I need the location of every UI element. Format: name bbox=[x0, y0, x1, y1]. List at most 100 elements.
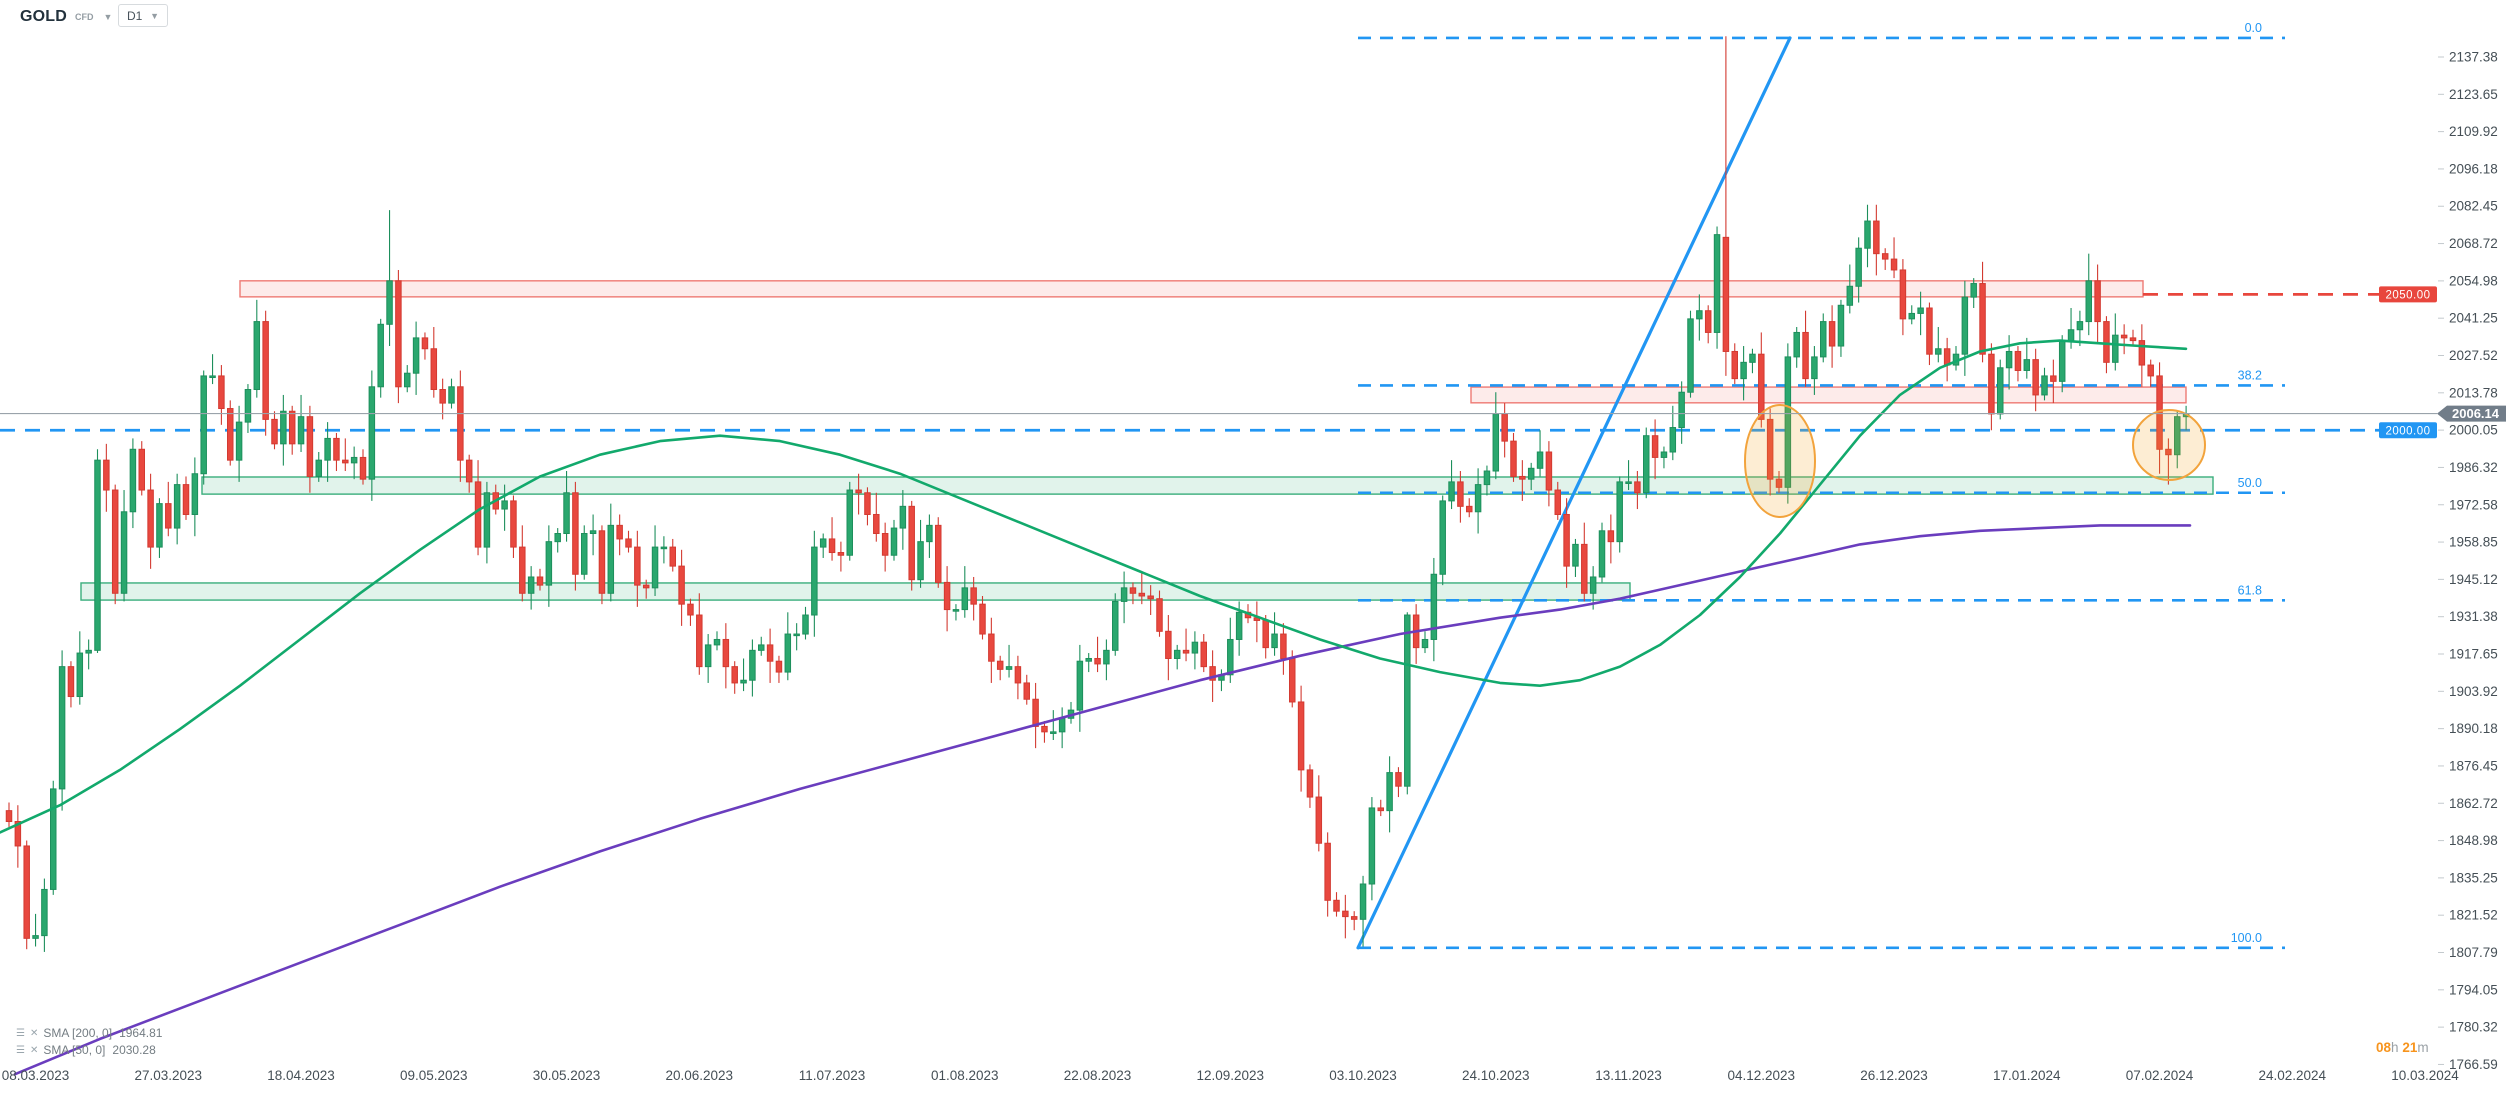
candle-up[interactable] bbox=[32, 935, 39, 939]
candle-down[interactable] bbox=[873, 513, 880, 535]
candle-up[interactable] bbox=[404, 372, 411, 388]
fibonacci-retracement[interactable]: 0.0 38.2 50.0 61.8 100.0 bbox=[1358, 21, 2285, 950]
candle-up[interactable] bbox=[554, 533, 561, 543]
candle-down[interactable] bbox=[766, 644, 774, 662]
candle-up[interactable] bbox=[1536, 451, 1544, 469]
candle-down[interactable] bbox=[1138, 592, 1146, 597]
candle-down[interactable] bbox=[421, 337, 429, 350]
candle-up[interactable] bbox=[1784, 356, 1792, 488]
candle-down[interactable] bbox=[881, 533, 889, 556]
candle-down[interactable] bbox=[1890, 258, 1898, 271]
candle-up[interactable] bbox=[2085, 280, 2092, 323]
candle-up[interactable] bbox=[926, 524, 933, 543]
candle-down[interactable] bbox=[1094, 657, 1101, 665]
candle-up[interactable] bbox=[1359, 883, 1367, 920]
candle-down[interactable] bbox=[2120, 334, 2128, 339]
support-zone-1941[interactable] bbox=[80, 582, 1631, 601]
candle-up[interactable] bbox=[1235, 611, 1243, 640]
candle-down[interactable] bbox=[359, 456, 367, 480]
candle-down[interactable] bbox=[2103, 321, 2110, 363]
candle-up[interactable] bbox=[315, 459, 322, 477]
supply-demand-zones[interactable] bbox=[80, 280, 2214, 601]
candle-down[interactable] bbox=[970, 587, 977, 605]
candle-up[interactable] bbox=[660, 546, 668, 550]
candle-down[interactable] bbox=[943, 581, 951, 611]
candle-down[interactable] bbox=[23, 845, 30, 939]
candle-down[interactable] bbox=[1651, 435, 1659, 458]
candle-down[interactable] bbox=[572, 492, 579, 575]
candle-up[interactable] bbox=[1430, 573, 1438, 640]
candle-up[interactable] bbox=[120, 511, 128, 594]
candle-down[interactable] bbox=[1280, 633, 1287, 659]
candle-down[interactable] bbox=[271, 418, 278, 445]
candle-down[interactable] bbox=[1766, 418, 1774, 480]
candle-up[interactable] bbox=[173, 484, 181, 529]
candle-up[interactable] bbox=[1191, 641, 1199, 654]
candle-up[interactable] bbox=[713, 638, 721, 646]
candle-down[interactable] bbox=[1023, 682, 1030, 700]
candle-down[interactable] bbox=[1554, 489, 1561, 515]
candle-down[interactable] bbox=[1545, 451, 1553, 491]
candle-up[interactable] bbox=[917, 541, 924, 581]
candle-up[interactable] bbox=[1404, 614, 1411, 787]
candle-down[interactable] bbox=[1395, 772, 1402, 787]
candle-up[interactable] bbox=[1058, 717, 1066, 733]
candle-down[interactable] bbox=[1032, 698, 1039, 727]
candle-down[interactable] bbox=[1988, 353, 1995, 415]
candle-down[interactable] bbox=[111, 489, 119, 594]
candle-up[interactable] bbox=[890, 527, 898, 556]
candle-down[interactable] bbox=[1722, 236, 1730, 352]
candle-down[interactable] bbox=[2165, 448, 2172, 456]
candle-up[interactable] bbox=[76, 652, 84, 698]
candle-down[interactable] bbox=[1519, 475, 1526, 480]
candle-down[interactable] bbox=[1881, 253, 1889, 260]
candle-down[interactable] bbox=[1324, 842, 1331, 901]
candle-up[interactable] bbox=[1935, 348, 1942, 355]
candle-up[interactable] bbox=[563, 492, 570, 535]
candle-up[interactable] bbox=[1713, 234, 1721, 333]
candle-up[interactable] bbox=[324, 437, 331, 461]
timeframe-select[interactable]: D1 ▼ bbox=[118, 4, 168, 27]
candle-down[interactable] bbox=[288, 410, 296, 445]
candle-up[interactable] bbox=[280, 410, 287, 445]
indicator-remove-icon[interactable]: ✕ bbox=[29, 1027, 39, 1039]
candle-down[interactable] bbox=[908, 505, 915, 581]
candle-down[interactable] bbox=[536, 576, 544, 586]
candle-down[interactable] bbox=[935, 524, 942, 583]
candle-down[interactable] bbox=[457, 386, 464, 461]
candle-up[interactable] bbox=[784, 633, 792, 673]
candle-up[interactable] bbox=[1227, 638, 1234, 676]
candle-down[interactable] bbox=[1014, 666, 1022, 684]
candle-down[interactable] bbox=[227, 408, 234, 461]
candle-up[interactable] bbox=[209, 375, 216, 379]
sma200-line[interactable] bbox=[13, 524, 2192, 1076]
candle-up[interactable] bbox=[297, 416, 305, 445]
candle-up[interactable] bbox=[191, 473, 199, 515]
candle-up[interactable] bbox=[1660, 451, 1668, 458]
candle-up[interactable] bbox=[819, 538, 827, 548]
candle-up[interactable] bbox=[1837, 304, 1845, 347]
candle-down[interactable] bbox=[2014, 350, 2022, 371]
candle-up[interactable] bbox=[85, 649, 92, 654]
candle-up[interactable] bbox=[1625, 481, 1632, 484]
candle-down[interactable] bbox=[1775, 478, 1783, 488]
candle-up[interactable] bbox=[1687, 318, 1694, 393]
candle-down[interactable] bbox=[828, 538, 836, 554]
candle-up[interactable] bbox=[1173, 649, 1181, 659]
candle-up[interactable] bbox=[1474, 484, 1482, 513]
candle-up[interactable] bbox=[1678, 391, 1685, 429]
candle-down[interactable] bbox=[678, 565, 685, 605]
candle-down[interactable] bbox=[1873, 220, 1880, 255]
candle-up[interactable] bbox=[1492, 413, 1500, 472]
candle-down[interactable] bbox=[474, 481, 482, 548]
symbol-dropdown-caret-icon[interactable]: ▼ bbox=[103, 12, 113, 22]
candle-up[interactable] bbox=[545, 541, 553, 586]
candle-up[interactable] bbox=[1103, 649, 1110, 665]
candle-up[interactable] bbox=[1120, 587, 1128, 602]
candle-down[interactable] bbox=[669, 546, 676, 567]
candle-up[interactable] bbox=[501, 500, 508, 510]
candle-up[interactable] bbox=[1820, 321, 1827, 358]
candle-up[interactable] bbox=[1527, 467, 1535, 480]
candle-down[interactable] bbox=[67, 666, 75, 698]
